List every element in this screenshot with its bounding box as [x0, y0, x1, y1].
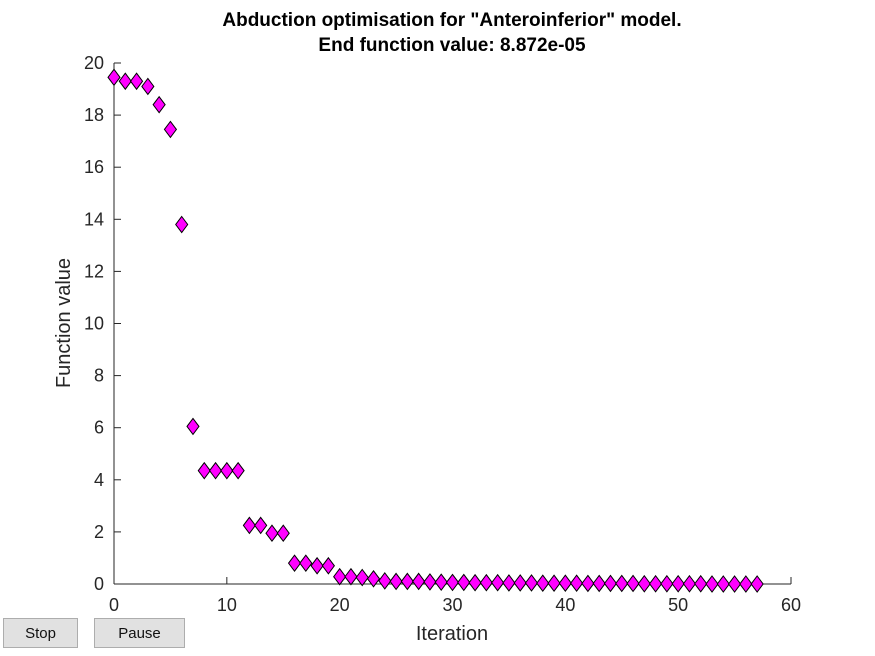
data-point	[299, 554, 313, 572]
data-point	[321, 556, 336, 575]
data-point	[276, 524, 290, 543]
chart-title-line2: End function value: 8.872e-05	[318, 35, 586, 56]
data-point	[660, 574, 674, 593]
data-point	[242, 516, 257, 535]
data-point	[637, 574, 651, 593]
data-point	[569, 574, 584, 593]
data-point	[705, 575, 719, 593]
data-point	[615, 574, 629, 593]
y-tick-label: 6	[94, 418, 104, 438]
data-point	[254, 516, 268, 535]
data-point	[502, 574, 516, 592]
data-point	[231, 461, 245, 480]
data-point	[750, 575, 764, 593]
y-tick-label: 10	[84, 314, 104, 334]
data-point	[355, 568, 369, 587]
data-point	[457, 573, 471, 592]
data-point	[558, 574, 572, 593]
y-tick-label: 14	[84, 209, 104, 229]
data-point	[220, 461, 234, 480]
data-point	[152, 95, 166, 114]
data-point	[603, 574, 618, 593]
data-point	[378, 572, 392, 590]
x-tick-label: 10	[217, 595, 237, 615]
data-point	[344, 567, 358, 586]
y-tick-label: 12	[84, 261, 104, 281]
data-point	[434, 573, 448, 592]
y-tick-label: 4	[94, 470, 104, 490]
data-point	[479, 573, 493, 592]
data-points	[107, 68, 764, 593]
data-point	[118, 72, 132, 91]
data-point	[626, 574, 640, 593]
data-point	[694, 574, 708, 593]
x-tick-label: 60	[781, 595, 801, 615]
data-point	[491, 573, 505, 592]
data-point	[727, 575, 742, 593]
data-point	[524, 574, 539, 592]
stop-button[interactable]: Stop	[3, 618, 78, 648]
data-point	[208, 461, 223, 480]
y-axis-label: Function value	[53, 258, 75, 388]
x-tick-label: 20	[330, 595, 350, 615]
data-point	[141, 77, 155, 96]
y-tick-label: 2	[94, 522, 104, 542]
y-tick-label: 0	[94, 574, 104, 594]
y-tick-label: 18	[84, 105, 104, 125]
chart-title-line1: Abduction optimisation for "Anteroinferi…	[222, 10, 681, 31]
data-point	[129, 72, 144, 91]
data-point	[107, 68, 121, 87]
data-point	[423, 573, 437, 591]
x-axis-label: Iteration	[416, 623, 488, 645]
data-point	[175, 215, 189, 234]
data-point	[592, 574, 606, 593]
data-point	[581, 574, 595, 593]
data-point	[671, 574, 685, 593]
data-point	[366, 569, 381, 588]
data-point	[163, 120, 178, 139]
data-point	[400, 572, 414, 591]
data-point	[265, 524, 279, 543]
y-tick-label: 20	[84, 53, 104, 73]
data-point	[536, 574, 550, 593]
x-tick-label: 30	[442, 595, 462, 615]
x-tick-label: 0	[109, 595, 119, 615]
data-point	[333, 567, 347, 586]
data-point	[648, 574, 663, 593]
data-point	[197, 461, 211, 480]
data-point	[547, 574, 561, 593]
data-point	[412, 572, 426, 591]
y-tick-label: 8	[94, 366, 104, 386]
data-point	[389, 572, 403, 591]
data-point	[468, 573, 482, 592]
x-tick-label: 40	[555, 595, 575, 615]
axes: 0 10 20 30 40 50 60 0 2 4 6 8 10 12 14 16 18 20	[84, 53, 801, 615]
data-point	[513, 574, 527, 592]
data-point	[682, 574, 697, 593]
x-tick-label: 50	[668, 595, 688, 615]
data-point	[716, 575, 730, 593]
data-point	[739, 575, 753, 593]
data-point	[445, 573, 460, 592]
data-point	[310, 556, 324, 575]
pause-button[interactable]: Pause	[94, 618, 185, 648]
y-tick-label: 16	[84, 157, 104, 177]
data-point	[186, 417, 200, 436]
data-point	[287, 554, 302, 572]
